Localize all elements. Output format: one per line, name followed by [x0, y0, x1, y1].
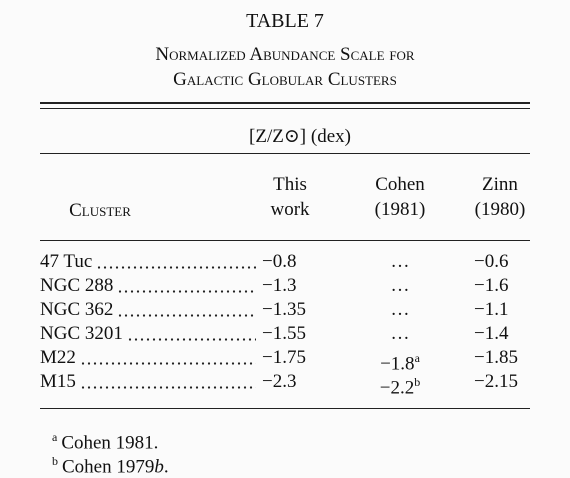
- cell: −1.1: [474, 299, 509, 320]
- rule: [40, 240, 530, 241]
- column-header: Cluster: [69, 200, 131, 221]
- footnote-mark: a: [52, 430, 58, 444]
- cell: −1.3: [262, 275, 297, 296]
- rule: [40, 108, 530, 109]
- footnote-text: .: [163, 456, 169, 478]
- footnote-text: Cohen 1981.: [61, 432, 159, 454]
- leader-dots: [117, 290, 256, 293]
- leader-dots: [79, 362, 256, 365]
- cell-value: …: [390, 275, 410, 296]
- column-header: Cohen: [375, 174, 425, 195]
- footnote-text: Cohen 1979: [62, 456, 155, 478]
- footnote-text: b: [154, 456, 164, 478]
- rule: [40, 102, 530, 104]
- column-header: Zinn: [482, 174, 518, 195]
- column-header: This: [273, 174, 307, 195]
- leader-dots: [126, 338, 256, 341]
- cell: …: [345, 275, 455, 297]
- cell: −1.8a: [345, 347, 455, 375]
- cluster-name: NGC 3201: [40, 323, 123, 344]
- leader-dots: [96, 266, 256, 269]
- cell: −0.8: [262, 251, 297, 272]
- footnote: b Cohen 1979b.: [52, 450, 169, 478]
- cell: −1.75: [262, 347, 306, 368]
- cell-value: …: [390, 323, 410, 344]
- footnote-mark: a: [414, 351, 420, 365]
- column-header: (1981): [374, 199, 426, 220]
- table-title: TABLE 7: [246, 10, 324, 32]
- cell-value: …: [390, 299, 410, 320]
- cell: −2.2b: [345, 371, 455, 399]
- cluster-name: M15: [40, 371, 76, 392]
- cell: −1.6: [474, 275, 509, 296]
- cell: −1.85: [474, 347, 518, 368]
- leader-dots: [79, 386, 256, 389]
- cluster-name: M22: [40, 347, 76, 368]
- cell: …: [345, 251, 455, 273]
- cluster-name: NGC 362: [40, 299, 114, 320]
- column-header: work: [270, 199, 310, 220]
- cell: −2.3: [262, 371, 297, 392]
- cell-value: −2.2: [379, 377, 415, 399]
- cluster-name: NGC 288: [40, 275, 114, 296]
- cell-value: −1.8: [380, 353, 415, 375]
- cell-value: …: [390, 251, 410, 272]
- cell: …: [345, 299, 455, 321]
- footnote: a Cohen 1981.: [52, 426, 158, 454]
- cluster-name: 47 Tuc: [40, 251, 93, 272]
- cell: …: [345, 323, 455, 345]
- rule: [40, 153, 530, 154]
- cell: −1.35: [262, 299, 306, 320]
- rule: [40, 408, 530, 409]
- footnote-mark: b: [414, 375, 421, 389]
- leader-dots: [117, 314, 256, 317]
- spanner: [Z/Z⊙] (dex): [249, 126, 351, 147]
- caption-line: Normalized Abundance Scale for: [155, 44, 415, 65]
- cell: −0.6: [474, 251, 509, 272]
- cell: −1.55: [262, 323, 306, 344]
- footnote-mark: b: [52, 454, 58, 468]
- cell: −2.15: [474, 371, 518, 392]
- cell: −1.4: [474, 323, 509, 344]
- column-header: (1980): [474, 199, 526, 220]
- caption-line: Galactic Globular Clusters: [173, 69, 397, 90]
